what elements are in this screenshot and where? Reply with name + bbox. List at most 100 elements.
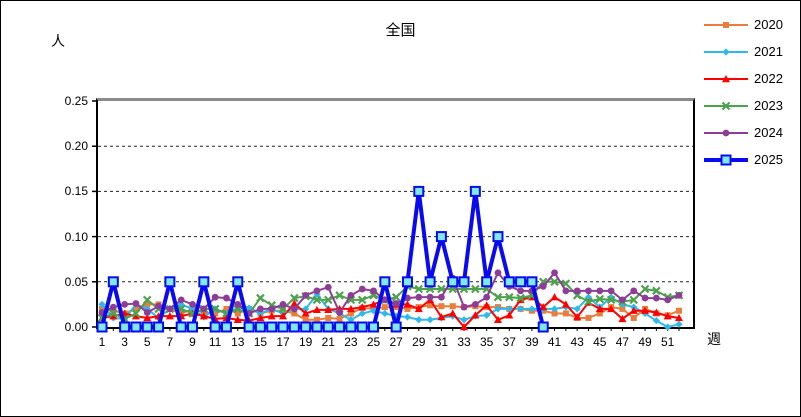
legend-key-icon [704,21,748,28]
legend-key-icon [704,47,748,56]
marker-open-square [458,276,470,288]
marker-open-square [345,321,357,333]
marker-circle [234,301,242,308]
marker-triangle [301,309,310,317]
marker-open-square [107,276,119,288]
marker-circle [279,301,287,308]
x-axis-unit-label: 週 [707,331,721,347]
marker-triangle [595,304,604,313]
marker-x [414,284,424,294]
marker-triangle [652,308,661,316]
legend-key-icon [704,74,748,82]
x-axis-label: 17 [276,335,290,349]
marker-square [585,314,592,321]
marker-circle [109,303,117,311]
marker-circle [460,303,468,311]
y-axis-label: 0.25 [64,94,88,108]
marker-x [606,295,616,305]
legend-label: 2020 [754,17,783,32]
marker-open-square [537,321,549,333]
legend-key-icon [704,154,748,165]
marker-square [449,303,456,310]
marker-open-square [187,321,199,333]
x-axis-label: 37 [502,335,516,349]
marker-circle [268,305,276,313]
marker-circle [177,296,185,304]
x-axis-label: 33 [457,335,471,349]
marker-triangle [369,300,378,308]
chart-title: 全国 [385,22,416,39]
marker-x [584,297,593,306]
marker-triangle [131,312,140,320]
legend-item-2025: 2025 [703,146,783,173]
legend-item-2021: 2021 [703,38,783,65]
x-axis-label: 15 [253,335,268,349]
marker-diamond [358,309,366,318]
marker-square [325,314,332,321]
marker-triangle [629,306,638,314]
marker-triangle [358,303,367,311]
marker-square [99,305,105,312]
marker-open-square [390,321,402,333]
marker-triangle [414,304,423,313]
legend-item-2020: 2020 [703,11,783,38]
x-axis-label: 39 [525,335,539,349]
marker-triangle [267,312,276,320]
marker-square [313,316,320,323]
marker-square [291,310,298,317]
marker-triangle [437,313,446,321]
marker-circle [166,305,174,313]
marker-square [404,305,411,312]
marker-open-square [153,321,165,333]
marker-triangle [143,313,152,322]
marker-triangle [641,306,650,314]
marker-circle [619,296,626,304]
marker-square [562,310,569,317]
marker-open-square [334,321,346,333]
marker-square [110,307,117,314]
marker-open-square [277,321,289,333]
marker-triangle [290,299,299,307]
marker-open-square [288,321,300,333]
y-axis-label: 0.20 [64,139,88,154]
marker-circle [607,287,615,295]
x-axis-label: 31 [434,335,449,349]
marker-triangle [256,313,265,322]
marker-square [427,302,434,309]
marker-circle [132,300,140,307]
marker-triangle [493,315,502,323]
x-axis-label: 3 [121,335,128,349]
marker-x [652,286,661,296]
marker-circle [494,269,502,277]
marker-open-square [209,321,221,333]
marker-circle [336,309,343,316]
marker-circle [370,287,377,295]
marker-triangle [539,303,548,311]
x-axis-label: 5 [143,335,151,349]
marker-diamond [675,320,683,328]
marker-open-square [424,276,436,288]
marker-open-square [322,321,334,333]
marker-circle [664,296,672,304]
marker-triangle [448,309,457,317]
marker-diamond [256,309,264,318]
legend-key-icon [704,101,748,110]
marker-x [391,292,401,302]
marker-triangle [482,301,491,309]
marker-open-square [266,321,278,333]
marker-diamond [403,313,412,321]
marker-open-square [220,321,232,333]
marker-circle [471,301,479,308]
x-axis-label: 19 [298,335,313,349]
marker-circle [483,293,491,301]
marker-square [551,310,558,317]
y-axis-label: 0.00 [64,320,88,334]
marker-open-square [515,276,527,288]
x-axis-label: 43 [570,335,584,349]
marker-open-square [300,321,312,333]
marker-square [302,316,309,323]
series-line-2025 [100,189,546,329]
x-axis-label: 51 [660,335,675,349]
x-axis-label: 1 [98,335,106,349]
